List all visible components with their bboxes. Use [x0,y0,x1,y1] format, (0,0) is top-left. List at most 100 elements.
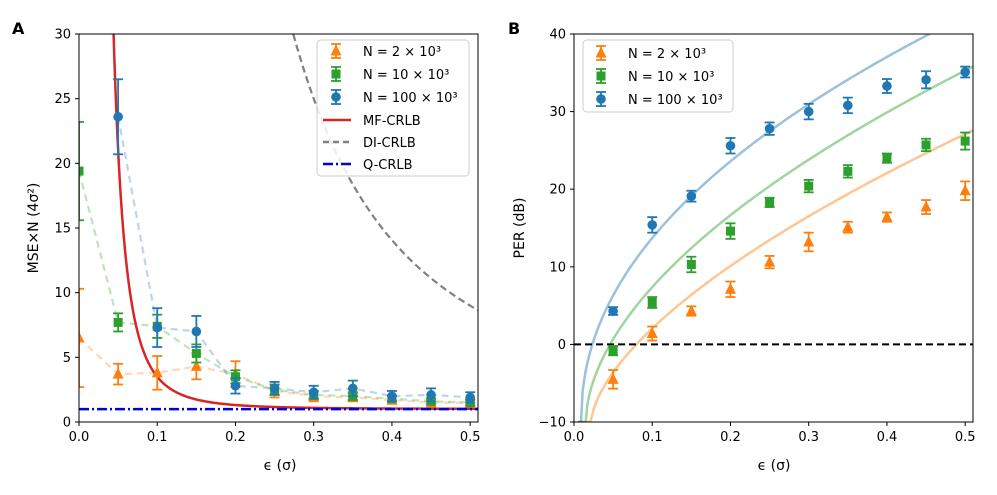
panel-b-ytick-label: 0 [558,338,566,353]
panel-b-point [882,153,892,163]
panel-a-point [465,392,475,403]
panel-b-point [765,197,775,207]
panel-b-plot: 0.0 0.1 0.2 0.3 0.4 0.5 −10 0 10 20 30 40 N = 2 × 10… [539,28,976,446]
panel-b-point [959,184,971,196]
panel-b-point [881,210,893,222]
panel-a-point [191,348,201,358]
panel-b-point [803,235,815,247]
panel-b-ytick-label: 20 [549,183,566,198]
panel-b-point [803,106,814,117]
panel-b-point [921,140,931,150]
panel-a-point [348,383,358,394]
panel-b-xtick-label: 0.0 [564,430,585,445]
panel-a-point [79,166,84,176]
panel-a-legend-label: N = 100 × 10³ [363,91,458,106]
panel-a-plot-area [79,34,478,411]
panel-b-point [647,220,658,230]
panel-a-point [230,380,241,391]
panel-a-ytick-label: 0 [63,416,71,431]
panel-b-point [725,226,735,236]
panel-b-xtick-label: 0.1 [642,430,663,445]
panel-a-legend-label: N = 2 × 10³ [363,45,441,60]
panel-a-point [113,317,123,327]
panel-b-point [804,181,814,191]
panel-a-ytick-label: 10 [54,286,71,301]
panel-a-legend-marker [331,92,341,102]
panel-b-point [724,282,736,294]
panel-a-xtick-label: 0.1 [147,430,168,445]
panel-a-ylabel: MSE×N (4σ²) [26,183,42,274]
panel-a-errorbar [79,287,84,388]
panel-a-frame [78,33,479,423]
panel-b-frame [573,33,974,423]
panel-b-point [921,74,931,85]
panel-a-xtick-label: 0.0 [69,430,90,445]
panel-b-legend-label: N = 10 × 10³ [628,70,714,85]
panel-b-legend: N = 2 × 10³ N = 10 × 10³ N = 100 × 10³ [582,39,734,113]
panel-a-ytick-label: 15 [54,222,71,237]
panel-a-plot: 0.0 0.1 0.2 0.3 0.4 0.5 0 5 10 15 20 25 30 N = 2 × 10… [54,28,481,446]
panel-b-legend-marker [596,71,606,81]
panel-b-xtick-label: 0.4 [877,430,898,445]
panel-a-legend-label: Q-CRLB [363,158,413,173]
panel-b-point [608,346,618,356]
panel-a-point [230,372,240,382]
panel-b-point [842,220,854,232]
panel-a-legend-label: N = 10 × 10³ [363,68,449,83]
panel-a-xtick-label: 0.2 [225,430,246,445]
panel-b-point [920,200,932,212]
panel-b-plot-area [574,34,973,422]
panel-a-legend-box [316,39,470,177]
panel-b-point [686,259,696,269]
panel-b-theory-curve-2 [577,34,933,422]
panel-a-series-line-2 [117,116,471,399]
panel-a-point [190,359,202,371]
panel-b-legend-label: N = 100 × 10³ [628,93,723,108]
panel-b-point [764,123,775,134]
panel-a-ytick-label: 20 [54,157,71,172]
panel-a-legend-label: DI-CRLB [363,136,416,151]
panel-b-ytick-label: −10 [539,416,566,431]
panel-b-ylabel: PER (dB) [512,198,528,259]
panel-a-legend-marker [330,44,342,56]
panel-b-point [607,372,619,384]
panel-label-b: B [508,19,520,38]
panel-a-point [191,326,202,337]
panel-b-legend-box [582,39,734,113]
panel-b-ytick-label: 40 [549,28,566,43]
panel-a-point [79,331,85,343]
panel-b-theory-curve-0 [577,129,973,422]
panel-b-xtick-label: 0.3 [798,430,819,445]
panel-b-point [843,166,853,176]
panel-a-ytick-label: 30 [54,28,71,43]
panel-b-point [960,67,970,77]
panel-a-point [151,366,163,378]
panel-b-point [725,140,736,151]
panel-b-point [882,81,892,91]
panel-b-point [608,306,618,316]
panel-a-ytick-label: 25 [54,92,71,107]
di-crlb-line [292,34,478,312]
panel-a-legend: N = 2 × 10³ N = 10 × 10³ N = 100 × 10³ MF-C… [316,39,470,177]
panel-b-point [843,100,853,111]
panel-b-point [647,297,657,307]
panel-a-legend-label: MF-CRLB [363,114,421,129]
panel-a-point [387,391,397,401]
panel-b-point [960,136,970,146]
panel-b-xtick-label: 0.5 [955,430,976,445]
panel-a-legend-marker [331,69,341,79]
panel-b-legend-marker [595,46,607,58]
panel-a-xlabel: ϵ (σ) [264,458,297,474]
panel-b-point [686,191,697,201]
panel-a-xtick-label: 0.4 [382,430,403,445]
panel-b-point [646,327,658,339]
panel-a-series-line-1 [79,170,471,404]
panel-a-point [113,111,123,122]
panel-a-point [426,390,436,400]
panel-a-xtick-label: 0.3 [303,430,324,445]
panel-b-legend-marker [596,94,606,104]
panel-a-errorbar [79,121,84,222]
panel-b-ytick-label: 30 [549,105,566,120]
panel-a-xtick-label: 0.5 [460,430,481,445]
